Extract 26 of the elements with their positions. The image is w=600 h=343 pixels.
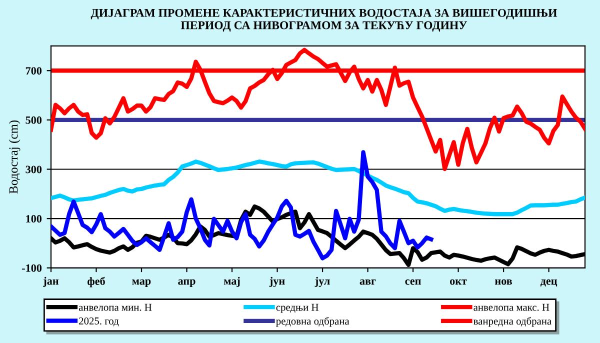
legend-label: 2025. год [79, 317, 119, 326]
x-tick-label: мар [132, 279, 151, 287]
legend-label: анвелопа макс. H [474, 304, 550, 311]
x-tick-label: дец [540, 279, 558, 287]
legend-label: редовна одбрана [276, 317, 350, 327]
y-axis-title: Водостај (cm) [8, 120, 20, 194]
x-tick-label: апр [178, 279, 196, 287]
x-tick-label: јан [43, 276, 59, 287]
chart-title: ДИЈАГРАМ ПРОМЕНЕ КАРАКТЕРИСТИЧНИХ ВОДОСТАЈА ЗА ВИШЕГОДИШЊИ ПЕРИОД СА НИВОГРАМОМ ЗА ТЕКУЋУ ГОДИНУ [90, 8, 558, 32]
line-series [51, 150, 434, 260]
x-tick-label: нов [494, 279, 512, 285]
x-tick-label: јун [269, 276, 285, 288]
x-tick-label: окт [450, 279, 467, 285]
y-tick-label: 300 [26, 166, 42, 174]
x-tick-label: мај [224, 276, 240, 287]
y-tick-label: -100 [22, 264, 42, 272]
y-tick-label: 500 [26, 116, 42, 124]
legend-label: анвелопа мин. H [78, 304, 152, 311]
y-tick-label: 100 [26, 215, 42, 223]
legend-label: ванредна одбрана [474, 317, 552, 327]
x-tick-label: авг [360, 279, 376, 285]
legend-label: средњи H [276, 304, 318, 313]
x-tick-label: јул [314, 276, 330, 288]
x-tick-label: феб [88, 276, 105, 288]
x-tick-label: сеп [405, 279, 421, 285]
y-tick-label: 700 [26, 67, 42, 75]
